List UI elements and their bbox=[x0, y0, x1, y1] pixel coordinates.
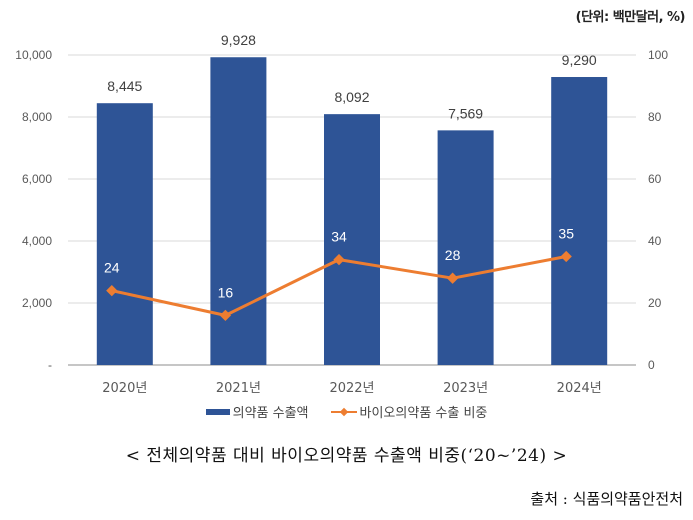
legend-label-line: 바이오의약품 수출 비중 bbox=[359, 406, 488, 421]
chart-caption: < 전체의약품 대비 바이오의약품 수출액 비중(‘20~’24) > bbox=[125, 446, 568, 466]
legend-item-bar[interactable]: 의약품 수출액 bbox=[205, 402, 309, 421]
line-marker bbox=[333, 253, 345, 266]
right-axis-tick-label: 80 bbox=[648, 110, 662, 124]
x-axis-tick-label: 2021년 bbox=[216, 381, 261, 396]
right-axis-tick-label: 60 bbox=[648, 172, 662, 186]
legend-item-line[interactable]: 바이오의약품 수출 비중 bbox=[330, 402, 488, 421]
bar bbox=[437, 130, 494, 365]
bar bbox=[551, 77, 608, 365]
left-axis-tick-label: 10,000 bbox=[15, 48, 52, 62]
right-axis-tick-label: 100 bbox=[648, 48, 668, 62]
bar bbox=[324, 114, 380, 365]
right-axis-tick-label: 20 bbox=[648, 296, 662, 310]
line-marker bbox=[219, 309, 232, 322]
bar-data-label: 9,928 bbox=[221, 32, 256, 48]
line-data-label: 34 bbox=[331, 229, 347, 245]
x-axis-tick-label: 2022년 bbox=[329, 381, 374, 396]
right-axis-tick-label: 40 bbox=[648, 234, 662, 248]
line-data-label: 24 bbox=[104, 260, 120, 276]
legend-label-bar: 의약품 수출액 bbox=[232, 406, 309, 421]
line-data-label: 28 bbox=[445, 247, 461, 263]
combo-chart: - 2,000 4,000 6,000 8,000 10,000 0 20 40 60 80 100… bbox=[15, 32, 668, 396]
x-axis-tick-label: 2023년 bbox=[443, 381, 488, 396]
x-axis-tick-label: 2024년 bbox=[557, 381, 602, 396]
bar-data-labels: 8,445 9,928 8,092 7,569 9,290 bbox=[107, 32, 597, 121]
left-axis-tick-label: - bbox=[48, 358, 52, 372]
line-data-labels: 24 16 34 28 35 bbox=[104, 226, 574, 301]
source-note: 출처 : 식품의약품안전처 bbox=[530, 490, 683, 508]
bar-data-label: 8,445 bbox=[107, 78, 142, 94]
x-axis-ticks: 2020년 2021년 2022년 2023년 2024년 bbox=[102, 381, 601, 396]
left-axis-ticks: - 2,000 4,000 6,000 8,000 10,000 bbox=[15, 48, 52, 372]
bar-data-label: 7,569 bbox=[448, 105, 483, 121]
left-axis-tick-label: 8,000 bbox=[22, 110, 52, 124]
bar-data-label: 9,290 bbox=[562, 52, 597, 68]
legend-line-swatch-icon bbox=[330, 407, 357, 417]
legend-bar-swatch-icon bbox=[205, 408, 230, 415]
bar-data-label: 8,092 bbox=[334, 89, 369, 105]
unit-label: (단위: 백만달러, %) bbox=[575, 10, 686, 25]
line-data-label: 35 bbox=[558, 226, 574, 242]
bar bbox=[210, 57, 267, 366]
line-data-label: 16 bbox=[218, 284, 234, 300]
bar bbox=[96, 103, 153, 365]
legend: 의약품 수출액 바이오의약품 수출 비중 bbox=[0, 402, 693, 421]
left-axis-tick-label: 4,000 bbox=[22, 234, 52, 248]
line-marker bbox=[446, 272, 459, 284]
left-axis-tick-label: 6,000 bbox=[22, 172, 52, 186]
right-axis-tick-label: 0 bbox=[648, 358, 655, 372]
line-series bbox=[106, 250, 572, 322]
bar-series bbox=[96, 57, 608, 366]
x-axis-tick-label: 2020년 bbox=[102, 381, 147, 396]
left-axis-tick-label: 2,000 bbox=[22, 296, 52, 310]
right-axis-ticks: 0 20 40 60 80 100 bbox=[648, 48, 668, 372]
line-marker bbox=[560, 250, 572, 263]
